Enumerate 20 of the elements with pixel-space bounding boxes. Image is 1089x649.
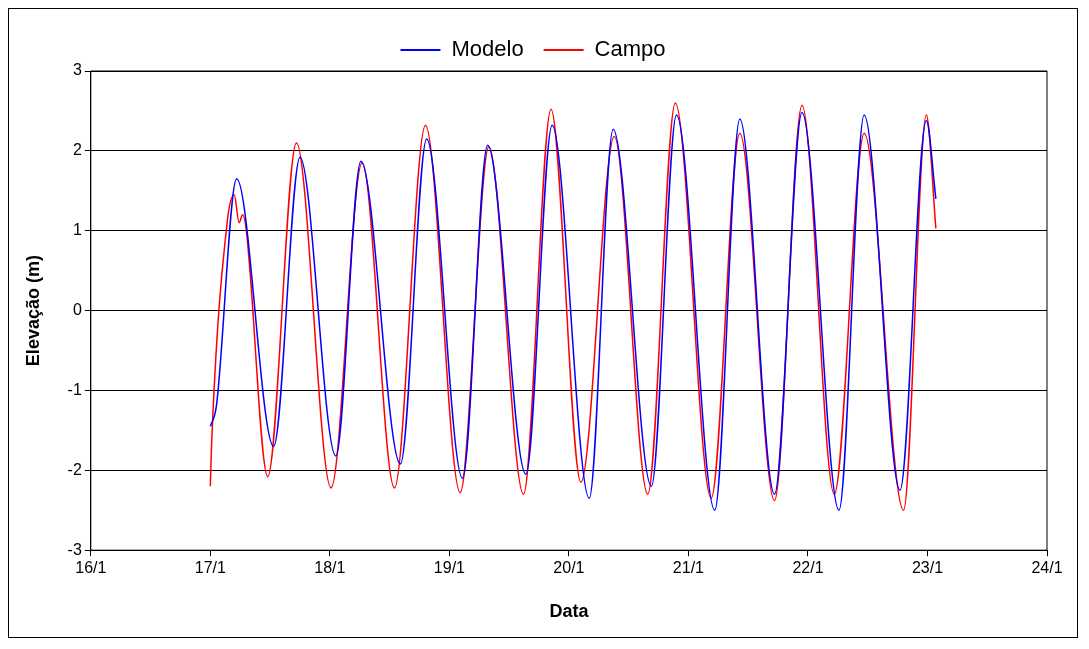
x-tick-label: 24/1 [1031,559,1063,577]
y-tick-label: -3 [67,540,82,558]
x-tick-label: 18/1 [314,559,346,577]
y-tick-label: 3 [72,61,82,79]
x-tick-label: 22/1 [792,559,824,577]
x-tick-label: 19/1 [433,559,466,577]
y-tick-label: -2 [67,460,82,478]
x-tick-label: 23/1 [911,559,944,577]
y-tick-label: 1 [72,221,82,239]
x-tick-label: 20/1 [553,559,585,577]
x-tick-label: 16/1 [75,559,107,577]
x-tick-label: 21/1 [672,559,705,577]
x-axis-title: Data [549,601,590,622]
y-tick-label: 0 [72,301,82,319]
y-tick-label: 2 [72,141,82,159]
x-tick-label: 17/1 [194,559,227,577]
y-axis-title: Elevação (m) [22,255,43,367]
legend-label: Campo [594,36,666,62]
y-tick-label: -1 [67,380,82,398]
legend-label: Modelo [451,36,524,62]
